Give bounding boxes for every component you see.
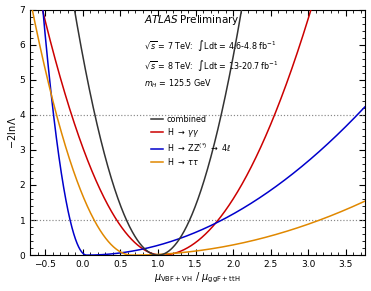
Text: $m_{H}$ = 125.5 GeV: $m_{H}$ = 125.5 GeV: [144, 77, 212, 90]
X-axis label: $\mu_{\mathrm{VBF+VH}}$ / $\mu_{\mathrm{ggF+ttH}}$: $\mu_{\mathrm{VBF+VH}}$ / $\mu_{\mathrm{…: [154, 270, 241, 285]
Text: $\mathit{ATLAS}$$\,\mathrm{Preliminary}$: $\mathit{ATLAS}$$\,\mathrm{Preliminary}$: [144, 13, 240, 27]
Text: $\sqrt{s}$ = 7 TeV:  $\int$Ldt = 4.6-4.8 fb$^{-1}$: $\sqrt{s}$ = 7 TeV: $\int$Ldt = 4.6-4.8 …: [144, 38, 276, 53]
Legend: combined, H $\rightarrow$ $\gamma\gamma$, H $\rightarrow$ ZZ$^{(*)}$ $\rightarro: combined, H $\rightarrow$ $\gamma\gamma$…: [148, 112, 234, 170]
Text: $\sqrt{s}$ = 8 TeV:  $\int$Ldt = 13-20.7 fb$^{-1}$: $\sqrt{s}$ = 8 TeV: $\int$Ldt = 13-20.7 …: [144, 58, 279, 72]
Y-axis label: $-2\ln\Lambda$: $-2\ln\Lambda$: [6, 116, 18, 149]
